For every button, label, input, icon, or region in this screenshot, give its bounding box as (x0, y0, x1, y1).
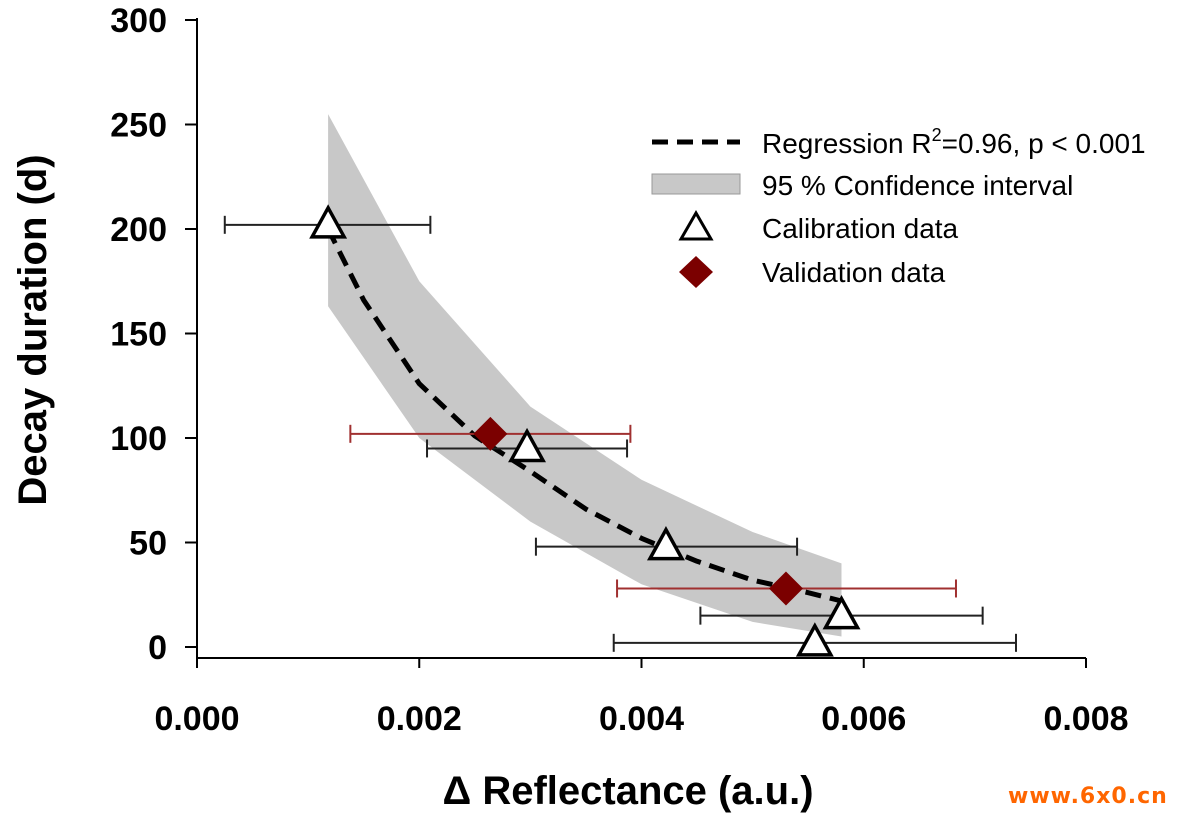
validation-point (768, 571, 803, 606)
validation-point (473, 416, 508, 451)
y-tick-label: 100 (110, 420, 167, 458)
x-axis-title: Δ Reflectance (a.u.) (442, 769, 813, 813)
legend-confidence-label: 95 % Confidence interval (762, 170, 1073, 201)
legend-regression-suffix: =0.96, p < 0.001 (942, 128, 1146, 159)
x-tick-label: 0.004 (599, 700, 684, 738)
calibration-point (508, 427, 547, 463)
calibration-point (822, 595, 861, 630)
legend-regression-label: Regression R2=0.96, p < 0.001 (762, 125, 1146, 159)
calibration-point (795, 622, 834, 657)
x-tick-label: 0.006 (821, 700, 906, 738)
tick-layer: 0.000 0.002 0.004 0.006 0.008 0 50 100 150 200 250… (110, 2, 1128, 738)
marker-layer (309, 204, 861, 657)
legend-validation-label: Validation data (762, 257, 946, 288)
y-tick-label: 50 (129, 525, 167, 563)
regression-line (325, 227, 843, 604)
legend-regression-sup: 2 (932, 125, 942, 145)
legend-validation-swatch (679, 256, 713, 288)
calibration-point (309, 204, 348, 239)
watermark: www.6x0.cn (1008, 784, 1168, 809)
legend-regression-prefix: Regression R (762, 128, 932, 159)
y-tick-label: 150 (110, 316, 167, 354)
x-tick-label: 0.002 (377, 700, 462, 738)
y-tick-label: 200 (110, 211, 167, 249)
y-axis-title: Decay duration (d) (11, 154, 55, 505)
x-tick-label: 0.000 (154, 700, 239, 738)
y-tick-label: 0 (148, 629, 167, 667)
x-tick-label: 0.008 (1043, 700, 1128, 738)
y-tick-label: 250 (110, 107, 167, 145)
legend-calibration-swatch (678, 209, 714, 241)
y-tick-label: 300 (110, 2, 167, 40)
calibration-point (646, 526, 685, 561)
legend: Regression R2=0.96, p < 0.001 95 % Confi… (651, 125, 1146, 288)
legend-confidence-swatch (651, 173, 741, 195)
regression-layer (325, 227, 843, 604)
legend-calibration-label: Calibration data (762, 213, 959, 244)
